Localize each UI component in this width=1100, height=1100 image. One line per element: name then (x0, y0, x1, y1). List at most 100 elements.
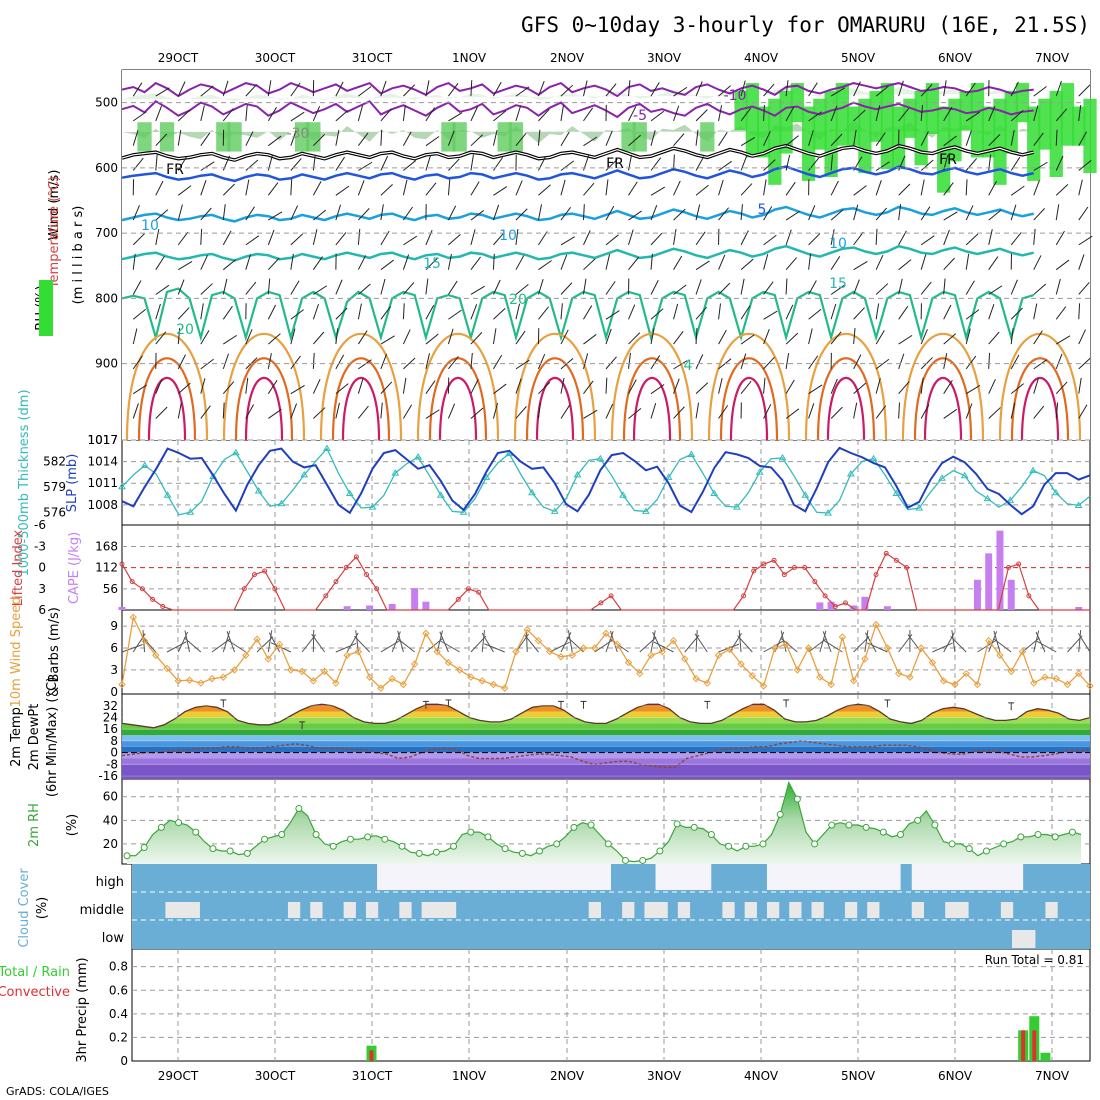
wind-barb (628, 80, 631, 97)
wind-barb (538, 353, 546, 370)
rh-point (639, 856, 647, 864)
warm-dome (319, 332, 403, 441)
wind-barb (808, 82, 818, 97)
wind-barb (1078, 357, 1091, 370)
li-point (893, 557, 899, 563)
wind-barb (1055, 402, 1059, 419)
wind-barb (470, 407, 484, 419)
wind-barb (245, 159, 259, 171)
li-point (465, 586, 471, 592)
wind-barb (492, 328, 497, 345)
wind-barb (785, 154, 791, 171)
wind-barb (875, 161, 890, 171)
rh-point (226, 847, 234, 855)
rh-point (811, 840, 819, 848)
wind10-point (512, 647, 520, 656)
rh-point (793, 795, 801, 803)
wind-barb (650, 157, 662, 171)
wind-barb (177, 328, 181, 345)
chart-title: GFS 0~10day 3-hourly for OMARURU (16E, 2… (521, 13, 1090, 37)
thickness-label: 1000-500mb Thickness (dm) (17, 389, 32, 576)
wind-barb (898, 334, 913, 345)
wind-barb (470, 80, 473, 97)
wind-barb (515, 359, 530, 370)
rh2m-tick: 20 (103, 837, 118, 851)
rh-humid-cell (925, 83, 940, 134)
temp2m-label-c: (6hr Min/Max) (°C) (45, 677, 60, 797)
wind-barb (718, 377, 723, 394)
li-point (353, 554, 359, 560)
wind-barb (1033, 228, 1036, 245)
wind-barb (673, 303, 679, 320)
temp-band (122, 746, 1090, 753)
wind-barb (1033, 132, 1044, 146)
wind-barb (808, 384, 823, 395)
wind-barb (605, 83, 617, 97)
wind-barb (695, 81, 703, 97)
wind-barb (447, 130, 455, 146)
date-label-bottom: 4NOV (744, 1069, 779, 1083)
wind-barb (267, 106, 277, 122)
warm-dome (826, 377, 866, 441)
pressure-tick: 900 (95, 357, 118, 371)
wind-barb (268, 211, 283, 221)
wind-barb (830, 378, 838, 394)
wind-barb (1010, 185, 1025, 196)
wind10-barb (481, 630, 485, 653)
rh-point (742, 842, 750, 850)
wind-barb (177, 129, 182, 146)
wind-barb (740, 278, 745, 295)
wind-barb (200, 303, 204, 320)
wind-barb (718, 358, 732, 370)
wind10-point (838, 633, 847, 641)
wind-barb (425, 182, 437, 196)
contour-label: FR (606, 156, 624, 172)
pressure-tick: 800 (95, 291, 118, 305)
wind-barb (245, 131, 254, 146)
wind10-point (951, 680, 959, 689)
temp-band (122, 704, 1090, 706)
wind10-barb (993, 638, 1012, 653)
cape-bar (861, 596, 869, 610)
rh2m-panel: 20 40 60 (103, 780, 1090, 864)
wind-barb (1055, 184, 1069, 196)
wind-barb (402, 254, 410, 270)
wind10-point (534, 636, 543, 645)
wind10-point (962, 669, 970, 678)
wind-barb (785, 304, 794, 320)
rh-point (1051, 833, 1059, 841)
wind-barb (1078, 254, 1085, 270)
wind-barb (560, 105, 564, 121)
isotherm-minus10 (121, 81, 1034, 98)
li-point (1016, 561, 1022, 567)
wind-barb (560, 236, 575, 246)
wind-barb (222, 230, 232, 246)
wind10-barb (121, 644, 143, 653)
cloud-mid-cell (443, 902, 457, 918)
wind-barb (605, 281, 616, 295)
wind-barb (605, 234, 619, 246)
thickness-point (1006, 496, 1015, 503)
precip-tick: 0.2 (109, 1030, 128, 1044)
wind10-point (523, 626, 531, 634)
li-tick: 6 (38, 603, 46, 617)
wind-barb (537, 204, 543, 221)
wind10m-panel: 0 3 6 9 (110, 613, 1094, 699)
wind-barb (1033, 405, 1045, 419)
wind-barb (290, 158, 302, 171)
wind10-point (444, 658, 453, 667)
precip-tick: 0.4 (109, 1007, 128, 1021)
wind-barb (425, 380, 436, 394)
rh-point (1017, 833, 1025, 841)
wind-barb (493, 81, 502, 97)
li-line (121, 552, 1090, 611)
wind10-point (1086, 682, 1094, 690)
rh-point (261, 835, 269, 843)
wind10-point (287, 666, 295, 674)
wind-barb (898, 305, 909, 320)
rh-point (965, 845, 973, 853)
wind-barb (740, 107, 752, 122)
wind-barb (470, 304, 478, 320)
li-point (272, 586, 278, 592)
li-point (139, 586, 145, 592)
